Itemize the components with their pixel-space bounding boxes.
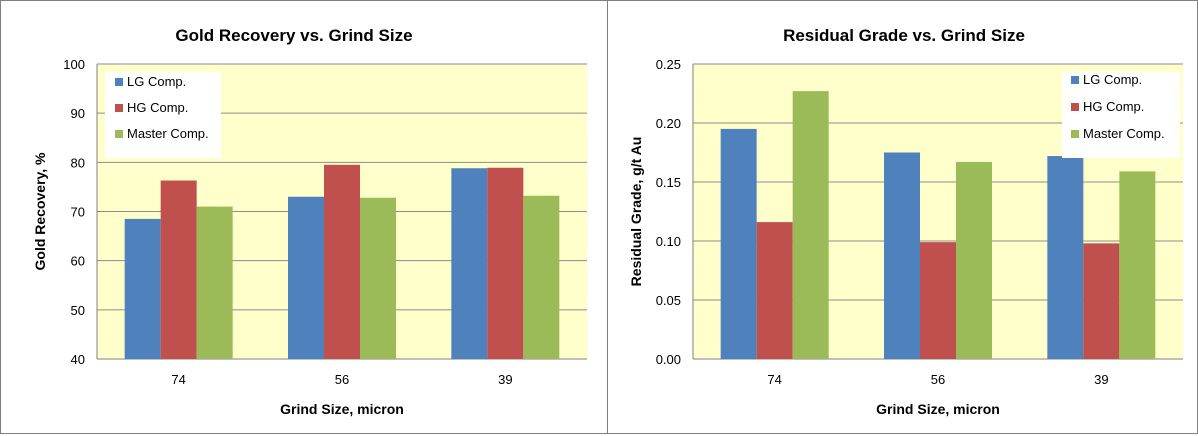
y-tick-label: 80 [71, 155, 85, 170]
bar [487, 167, 524, 359]
bar [160, 180, 197, 359]
chart-title: Gold Recovery vs. Grind Size [175, 26, 412, 45]
legend-label: HG Comp. [127, 100, 188, 115]
y-axis-title: Gold Recovery, % [32, 152, 48, 271]
bar [956, 161, 992, 359]
legend-label: LG Comp. [1083, 72, 1142, 87]
chart-title: Residual Grade vs. Grind Size [783, 26, 1025, 45]
residual-grade-chart: 0.00 0.05 0.10 0.15 0.20 0.25 74 56 39 Residual G… [628, 26, 1183, 417]
bar [288, 196, 324, 359]
bar [324, 164, 360, 359]
legend-swatch [115, 130, 123, 138]
y-tick-label: 0.15 [656, 175, 681, 190]
y-tick-label: 0.20 [656, 116, 681, 131]
legend-swatch [1071, 103, 1079, 111]
y-tick-label: 0.10 [656, 234, 681, 249]
bar [523, 195, 560, 359]
y-axis-title: Residual Grade, g/t Au [628, 137, 644, 287]
y-tick-label: 100 [63, 57, 85, 72]
legend-swatch [115, 104, 123, 112]
y-tick-label: 90 [71, 106, 85, 121]
legend-swatch [115, 78, 123, 86]
y-tick-label: 0.05 [656, 293, 681, 308]
legend-label: Master Comp. [127, 126, 209, 141]
x-tick-label: 56 [335, 372, 349, 387]
x-axis-title: Grind Size, micron [280, 401, 404, 417]
bar [451, 168, 488, 359]
bar [1083, 243, 1120, 359]
x-tick-label: 74 [171, 372, 185, 387]
legend-label: LG Comp. [127, 74, 186, 89]
bar [124, 218, 161, 359]
bar [1047, 156, 1084, 359]
y-tick-label: 60 [71, 254, 85, 269]
legend-box [1062, 72, 1180, 158]
bar [756, 222, 793, 359]
recovery-chart: 40 50 60 70 80 90 100 74 56 39 Gold Recovery vs. G… [32, 26, 587, 417]
bar [360, 197, 396, 359]
bar [884, 152, 920, 359]
residual-grade-chart-panel: 0.00 0.05 0.10 0.15 0.20 0.25 74 56 39 Residual G… [607, 0, 1198, 434]
bar [1119, 171, 1156, 359]
y-tick-label: 0.25 [656, 57, 681, 72]
legend-label: HG Comp. [1083, 99, 1144, 114]
y-tick-label: 70 [71, 205, 85, 220]
bar [792, 91, 829, 359]
y-tick-label: 50 [71, 303, 85, 318]
y-tick-label: 0.00 [656, 352, 681, 367]
legend-label: Master Comp. [1083, 126, 1165, 141]
bar [196, 206, 233, 359]
bar [920, 242, 956, 359]
bar [720, 128, 757, 359]
y-tick-label: 40 [71, 352, 85, 367]
legend-swatch [1071, 130, 1079, 138]
x-tick-label: 56 [931, 372, 945, 387]
recovery-chart-panel: 40 50 60 70 80 90 100 74 56 39 Gold Recovery vs. G… [0, 0, 608, 434]
x-tick-label: 39 [1094, 372, 1108, 387]
x-tick-label: 74 [767, 372, 781, 387]
x-tick-label: 39 [498, 372, 512, 387]
legend-box [105, 72, 221, 158]
x-axis-title: Grind Size, micron [876, 401, 1000, 417]
legend-swatch [1071, 76, 1079, 84]
